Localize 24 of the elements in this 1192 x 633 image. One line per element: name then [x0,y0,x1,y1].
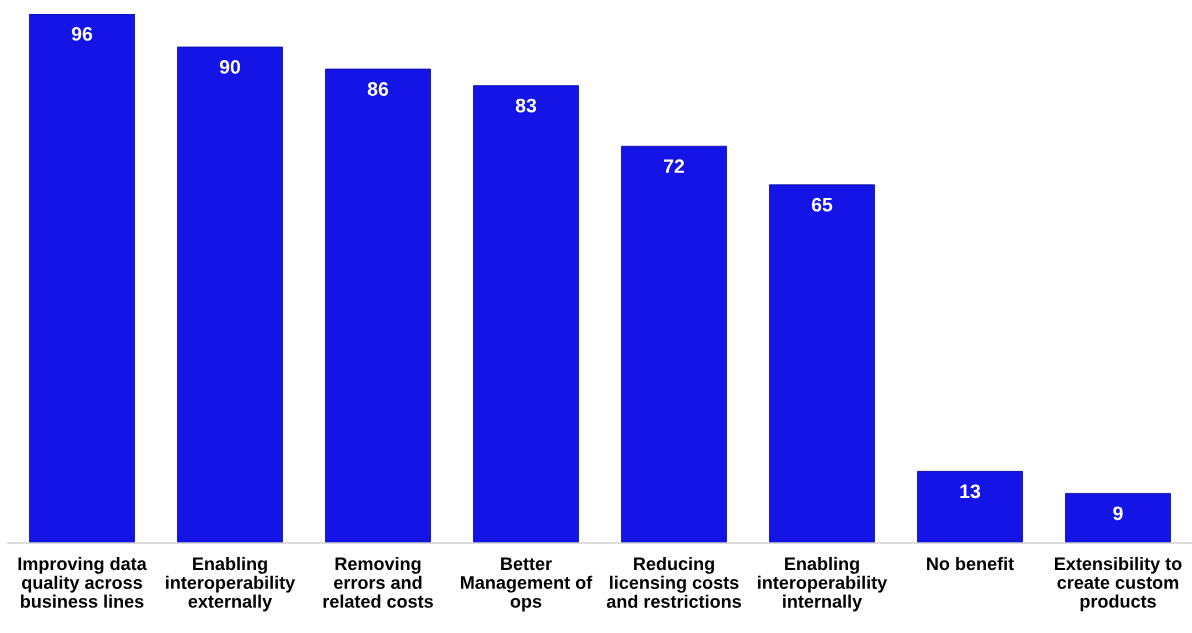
x-tick-label: Removing errors and related costs [323,556,433,608]
bar [325,68,431,543]
x-tick-label: Reducing licensing costs and restrictions [606,556,741,608]
bar [621,145,727,543]
data-label: 90 [219,60,241,74]
bar [177,46,283,543]
data-label: 83 [515,98,537,113]
bar [473,85,579,543]
data-label: 65 [811,197,833,212]
x-tick-label: Enabling interoperability internally [758,556,888,612]
x-tick-label: No benefit [927,556,1014,571]
x-tick-label: Extensibility to create custom products [1055,556,1182,612]
bar [917,470,1023,543]
data-label: 13 [960,484,981,499]
bar [29,14,135,543]
data-label: 96 [71,27,93,41]
x-tick-label: Improving data quality across business lines [18,556,147,608]
x-tick-label: Enabling interoperability externally [166,556,296,612]
data-label: 72 [664,159,685,173]
data-label: 9 [1113,506,1123,521]
x-tick-label: Better Management of ops [461,557,593,612]
data-label: 86 [367,82,389,96]
bar [769,184,875,543]
bar [1065,492,1171,543]
